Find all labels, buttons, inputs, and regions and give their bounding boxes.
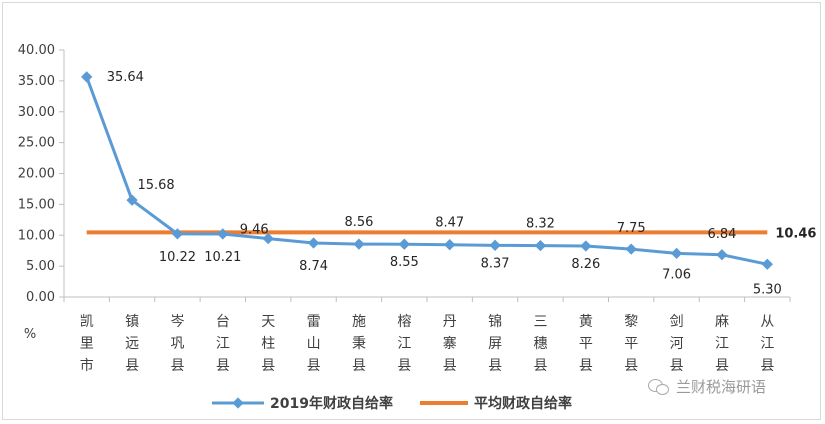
data-point <box>489 239 501 251</box>
watermark-text: 兰财税海研语 <box>676 378 767 396</box>
data-point <box>217 228 229 240</box>
data-point <box>262 232 274 245</box>
data-label: 15.68 <box>137 178 174 193</box>
x-tick-label: 从江县 <box>760 314 774 374</box>
data-label: 9.46 <box>240 223 269 238</box>
x-tick-label: 岑巩县 <box>170 314 184 374</box>
data-label: 5.30 <box>753 282 782 297</box>
data-label: 8.37 <box>481 256 510 271</box>
x-tick-label: 雷山县 <box>307 314 321 374</box>
data-point <box>716 249 728 261</box>
data-label: 7.75 <box>617 221 646 236</box>
y-tick-label: 40.00 <box>18 43 55 58</box>
data-label: 10.22 <box>159 250 196 265</box>
chart-frame <box>2 2 821 420</box>
data-label: 10.21 <box>204 250 241 265</box>
watermark: 兰财税海研语 <box>648 376 766 397</box>
data-label: 8.47 <box>435 216 464 231</box>
data-point <box>398 238 410 250</box>
y-tick-label: 5.00 <box>26 259 55 274</box>
x-tick-label: 黄平县 <box>579 313 593 374</box>
x-tick-label: 三穗县 <box>533 314 547 374</box>
x-tick-label: 榕江县 <box>397 314 411 374</box>
y-tick-label: 10.00 <box>18 228 55 243</box>
x-tick-label: 麻江县 <box>715 314 729 374</box>
x-tick-label: 台江县 <box>216 314 230 374</box>
data-label: 7.06 <box>662 267 691 282</box>
data-point <box>444 239 456 251</box>
y-tick-label: 15.00 <box>18 197 55 212</box>
y-tick-label: 0.00 <box>26 290 55 305</box>
data-point <box>126 194 138 206</box>
x-tick-label: 施秉县 <box>352 314 366 374</box>
x-tick-label: 剑河县 <box>670 314 684 374</box>
y-tick-label: 30.00 <box>18 105 55 120</box>
data-label: 35.64 <box>107 70 144 85</box>
data-label: 8.32 <box>526 217 555 232</box>
y-tick-label: 35.00 <box>18 74 55 89</box>
legend-marker-series1 <box>232 397 244 409</box>
data-point <box>81 71 93 83</box>
average-data-label: 10.46 <box>775 226 816 241</box>
x-tick-label: 丹寨县 <box>443 314 457 374</box>
data-point <box>353 238 365 250</box>
x-tick-label: 凯里市 <box>80 314 94 374</box>
y-tick-label: 20.00 <box>18 167 55 182</box>
data-point <box>670 247 683 260</box>
data-point <box>625 243 637 255</box>
data-label: 6.84 <box>707 227 736 242</box>
data-point <box>580 240 592 252</box>
y-axis-label: % <box>24 327 36 342</box>
legend-label-average: 平均财政自给率 <box>474 395 572 412</box>
data-label: 8.56 <box>344 215 373 230</box>
x-tick-label: 锦屏县 <box>488 313 502 374</box>
x-tick-label: 黎平县 <box>624 314 638 374</box>
wechat-icon <box>648 378 670 395</box>
data-point <box>171 228 184 240</box>
data-label: 8.26 <box>571 257 600 272</box>
data-label: 8.55 <box>390 255 419 270</box>
data-point <box>307 237 320 249</box>
x-tick-label: 镇远县 <box>125 314 139 374</box>
data-point <box>534 239 547 252</box>
series-line <box>85 76 768 266</box>
legend-label-series1: 2019年财政自给率 <box>270 395 393 412</box>
y-tick-label: 25.00 <box>18 136 55 151</box>
data-point <box>761 258 773 270</box>
data-label: 8.74 <box>299 259 328 274</box>
x-tick-label: 天柱县 <box>261 314 275 374</box>
